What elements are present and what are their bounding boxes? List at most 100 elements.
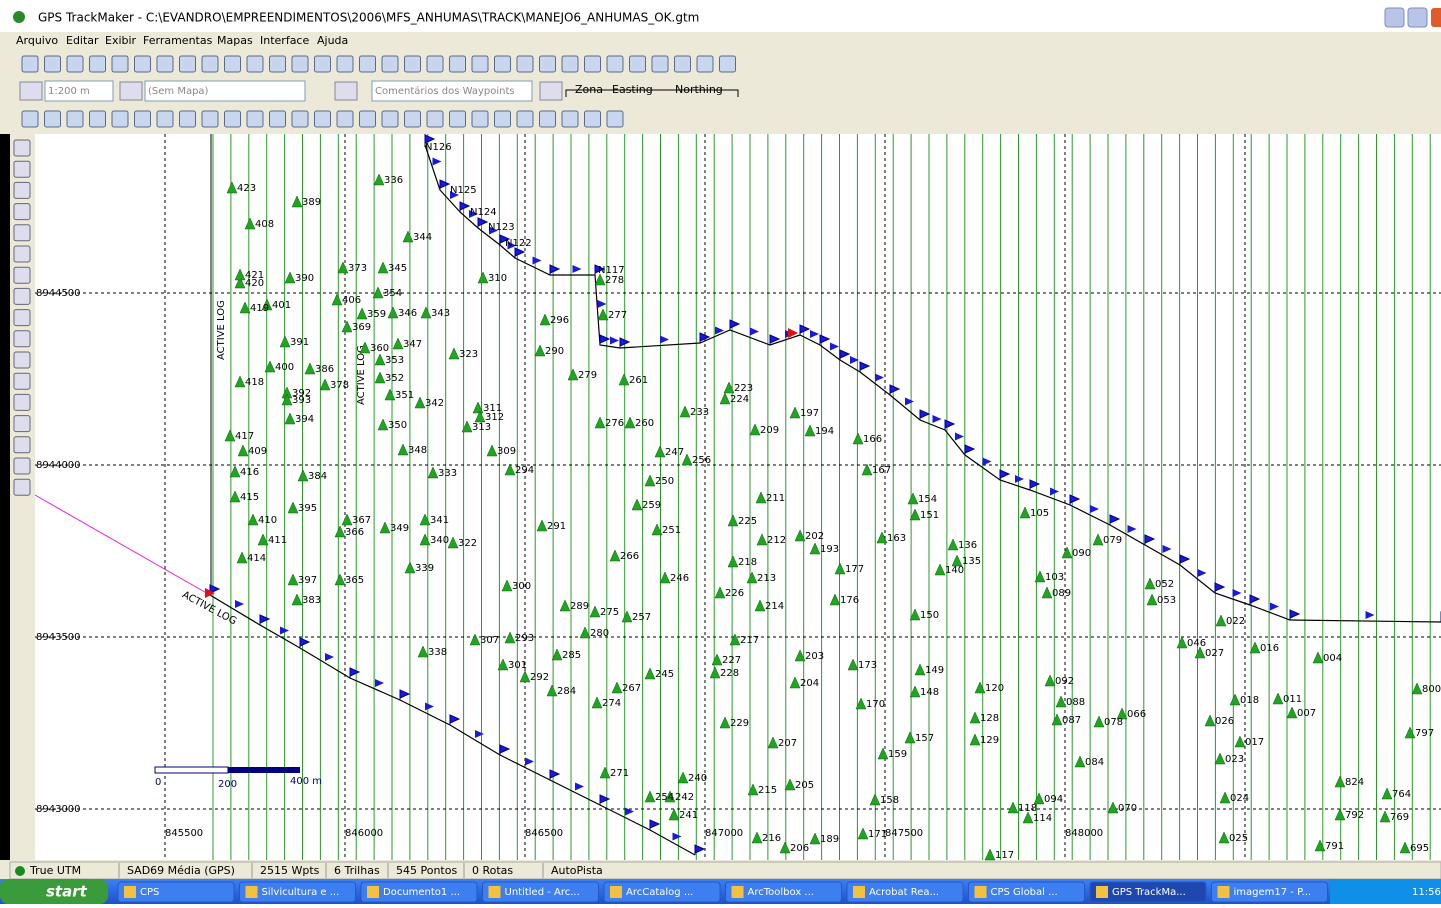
toolbar-button[interactable] bbox=[315, 111, 331, 127]
toolbar-button[interactable] bbox=[607, 111, 623, 127]
toolbar-button[interactable] bbox=[337, 56, 353, 72]
toolbar-button[interactable] bbox=[697, 56, 713, 72]
toolbar-button[interactable] bbox=[585, 111, 601, 127]
toolbar-button[interactable] bbox=[45, 111, 61, 127]
toolbar-button[interactable] bbox=[292, 111, 308, 127]
toolbar-button[interactable] bbox=[112, 56, 128, 72]
toolbar-button[interactable] bbox=[112, 111, 128, 127]
toolbar-button[interactable] bbox=[180, 56, 196, 72]
toolbar-button[interactable] bbox=[157, 56, 173, 72]
tool-button[interactable] bbox=[14, 352, 30, 368]
toolbar-button[interactable] bbox=[292, 56, 308, 72]
toolbar-button[interactable] bbox=[720, 56, 736, 72]
tool-button[interactable] bbox=[14, 182, 30, 198]
dropdown-button[interactable] bbox=[540, 82, 562, 100]
toolbar-button[interactable] bbox=[202, 111, 218, 127]
tool-button[interactable] bbox=[14, 394, 30, 410]
toolbar-button[interactable] bbox=[405, 111, 421, 127]
minimize-button[interactable] bbox=[1385, 8, 1404, 27]
toolbar-button[interactable] bbox=[67, 111, 83, 127]
toolbar-button[interactable] bbox=[225, 111, 241, 127]
toolbar-button[interactable] bbox=[472, 56, 488, 72]
waypoint-label: 347 bbox=[403, 339, 422, 350]
maximize-button[interactable] bbox=[1408, 8, 1427, 27]
toolbar-button[interactable] bbox=[495, 111, 511, 127]
toolbar-button[interactable] bbox=[247, 111, 263, 127]
toolbar-button[interactable] bbox=[540, 111, 556, 127]
menu-item[interactable]: Ferramentas bbox=[143, 34, 213, 47]
toolbar-button[interactable] bbox=[427, 56, 443, 72]
toolbar-button[interactable] bbox=[22, 111, 38, 127]
tool-button[interactable] bbox=[14, 161, 30, 177]
dropdown-button[interactable] bbox=[335, 82, 357, 100]
tool-button[interactable] bbox=[14, 310, 30, 326]
toolbar-button[interactable] bbox=[247, 56, 263, 72]
toolbar-button[interactable] bbox=[360, 56, 376, 72]
toolbar-button[interactable] bbox=[585, 56, 601, 72]
toolbar-button[interactable] bbox=[450, 111, 466, 127]
tool-button[interactable] bbox=[14, 437, 30, 453]
toolbar-button[interactable] bbox=[270, 56, 286, 72]
toolbar-button[interactable] bbox=[270, 111, 286, 127]
toolbar-button[interactable] bbox=[22, 56, 38, 72]
waypoint-label: 415 bbox=[240, 492, 259, 503]
toolbar-button[interactable] bbox=[495, 56, 511, 72]
menu-item[interactable]: Exibir bbox=[105, 34, 137, 47]
tool-button[interactable] bbox=[14, 458, 30, 474]
toolbar-button[interactable] bbox=[607, 56, 623, 72]
toolbar-button[interactable] bbox=[382, 111, 398, 127]
tool-button[interactable] bbox=[14, 479, 30, 495]
menu-item[interactable]: Editar bbox=[66, 34, 99, 47]
waypoint-label: 354 bbox=[383, 288, 402, 299]
toolbar-button[interactable] bbox=[225, 56, 241, 72]
waypoint-label: 216 bbox=[762, 833, 781, 844]
close-button[interactable] bbox=[1431, 8, 1441, 27]
menu-item[interactable]: Ajuda bbox=[317, 34, 348, 47]
tool-button[interactable] bbox=[14, 267, 30, 283]
toolbar-button[interactable] bbox=[315, 56, 331, 72]
toolbar-button[interactable] bbox=[382, 56, 398, 72]
toolbar-button[interactable] bbox=[45, 56, 61, 72]
tool-button[interactable] bbox=[14, 331, 30, 347]
tool-button[interactable] bbox=[14, 373, 30, 389]
toolbar-button[interactable] bbox=[90, 111, 106, 127]
toolbar-button[interactable] bbox=[180, 111, 196, 127]
waypoint-label: N123 bbox=[488, 222, 515, 233]
taskbar-icon bbox=[489, 886, 501, 898]
toolbar-button[interactable] bbox=[630, 56, 646, 72]
toolbar-button[interactable] bbox=[652, 56, 668, 72]
toolbar-button[interactable] bbox=[540, 56, 556, 72]
toolbar-button[interactable] bbox=[202, 56, 218, 72]
tool-button[interactable] bbox=[14, 225, 30, 241]
toolbar-button[interactable] bbox=[675, 56, 691, 72]
toolbar-button[interactable] bbox=[450, 56, 466, 72]
waypoint-label: 023 bbox=[1225, 754, 1244, 765]
scale-label: 0 bbox=[155, 777, 161, 788]
toolbar-button[interactable] bbox=[517, 56, 533, 72]
waypoint-label: 163 bbox=[887, 533, 906, 544]
toolbar-button[interactable] bbox=[337, 111, 353, 127]
toolbar-button[interactable] bbox=[157, 111, 173, 127]
tool-button[interactable] bbox=[14, 246, 30, 262]
status-item: True UTM bbox=[29, 864, 81, 877]
toolbar-button[interactable] bbox=[562, 111, 578, 127]
menu-item[interactable]: Arquivo bbox=[16, 34, 58, 47]
tool-button[interactable] bbox=[14, 416, 30, 432]
menu-item[interactable]: Mapas bbox=[217, 34, 253, 47]
toolbar-button[interactable] bbox=[517, 111, 533, 127]
toolbar-button[interactable] bbox=[90, 56, 106, 72]
dropdown-button[interactable] bbox=[20, 82, 42, 100]
toolbar-button[interactable] bbox=[360, 111, 376, 127]
tool-button[interactable] bbox=[14, 288, 30, 304]
toolbar-button[interactable] bbox=[427, 111, 443, 127]
tool-button[interactable] bbox=[14, 204, 30, 220]
tool-button[interactable] bbox=[14, 140, 30, 156]
toolbar-button[interactable] bbox=[135, 111, 151, 127]
menu-item[interactable]: Interface bbox=[260, 34, 309, 47]
toolbar-button[interactable] bbox=[405, 56, 421, 72]
toolbar-button[interactable] bbox=[472, 111, 488, 127]
toolbar-button[interactable] bbox=[562, 56, 578, 72]
toolbar-button[interactable] bbox=[67, 56, 83, 72]
dropdown-button[interactable] bbox=[120, 82, 142, 100]
toolbar-button[interactable] bbox=[135, 56, 151, 72]
